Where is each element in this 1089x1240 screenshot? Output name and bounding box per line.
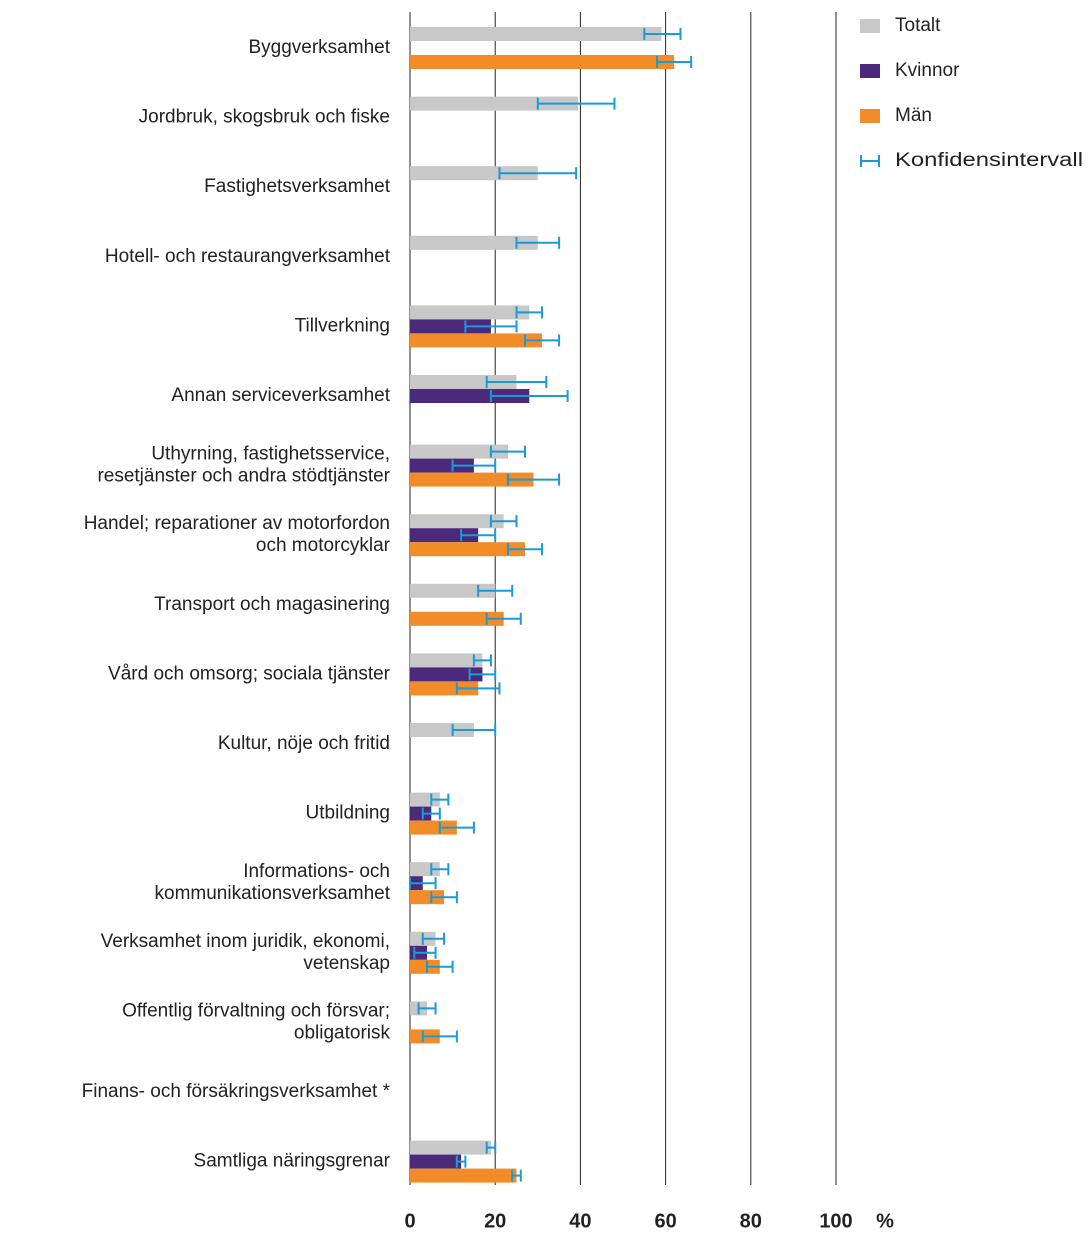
category-label: Handel; reparationer av motorfordon och m… <box>84 513 391 556</box>
error-bar <box>498 167 578 180</box>
error-bar <box>524 334 561 347</box>
bar <box>410 723 474 737</box>
legend-swatch <box>860 64 880 78</box>
error-bar <box>421 932 446 945</box>
bar <box>410 472 534 487</box>
error-bar <box>464 320 518 333</box>
bar <box>410 444 508 459</box>
legend-label: Män <box>895 105 932 126</box>
bar <box>410 611 504 626</box>
bar <box>410 959 440 974</box>
error-bar <box>515 306 544 319</box>
category-label: Utbildning <box>306 803 391 824</box>
x-tick-label: 20 <box>484 1210 506 1232</box>
error-bar <box>430 793 450 806</box>
error-bar <box>413 946 437 959</box>
bar <box>410 235 538 250</box>
bar <box>410 96 579 111</box>
error-bar <box>643 28 682 40</box>
error-bar <box>451 459 497 472</box>
x-tick-label: 40 <box>569 1210 591 1232</box>
bar <box>410 583 496 598</box>
category-label: Verksamhet inom juridik, ekonomi, vetensk… <box>101 931 390 974</box>
bar <box>410 27 662 41</box>
error-bar <box>460 529 497 542</box>
bar <box>410 681 479 696</box>
error-bar <box>430 863 450 876</box>
category-label: Vård och omsorg; sociala tjänster <box>108 663 391 684</box>
error-bar <box>506 473 561 486</box>
legend-label: Totalt <box>895 15 941 36</box>
error-bar <box>489 515 518 528</box>
bar <box>410 1140 491 1155</box>
bar <box>410 806 432 821</box>
error-bar <box>455 682 501 695</box>
bar <box>410 375 517 389</box>
error-bar <box>511 1169 522 1182</box>
bar <box>410 55 675 69</box>
bar <box>410 458 474 473</box>
category-label: Kultur, nöje och fritid <box>218 733 390 754</box>
legend-label: Kvinnor <box>895 60 960 81</box>
category-label: Offentlig förvaltning och försvar; obliga… <box>122 1000 390 1043</box>
bar <box>410 890 445 905</box>
category-label: Samtliga näringsgrenar <box>194 1151 391 1172</box>
error-bar <box>489 445 527 458</box>
error-bar <box>451 724 497 736</box>
category-label: Fastighetsverksamhet <box>204 176 391 197</box>
bar <box>410 305 530 320</box>
category-label: Hotell- och restaurangverksamhet <box>105 246 391 267</box>
error-bar <box>515 236 561 249</box>
legend-label: Konfidensintervall <box>895 150 1083 171</box>
category-label: Annan serviceverksamhet <box>171 385 390 406</box>
category-label: Transport och magasinering <box>154 594 390 615</box>
error-bar <box>485 612 522 625</box>
error-bar <box>455 1155 467 1168</box>
legend-swatch <box>860 109 880 123</box>
bar <box>410 166 538 181</box>
error-bar <box>485 376 548 388</box>
error-bar <box>421 1030 458 1043</box>
legend-swatch <box>860 19 880 33</box>
bar <box>410 792 440 807</box>
category-label: Informations- och kommunikationsverksamhe… <box>155 861 391 904</box>
error-bar <box>477 584 514 597</box>
bar <box>410 862 440 877</box>
error-bar <box>485 1141 497 1154</box>
bar <box>410 820 457 835</box>
error-bar <box>426 960 454 973</box>
error-bar <box>421 807 441 820</box>
bar <box>410 1154 462 1169</box>
error-bar <box>656 56 693 68</box>
error-bar <box>472 654 492 667</box>
category-label: Tillverkning <box>295 315 390 336</box>
error-bar <box>409 877 437 890</box>
x-tick-label: 80 <box>740 1210 762 1232</box>
bar <box>410 1168 517 1183</box>
x-tick-label: 0 <box>404 1210 415 1232</box>
error-bar <box>506 543 544 556</box>
bar <box>410 542 526 557</box>
bar <box>410 319 491 334</box>
bar <box>410 514 504 529</box>
bar <box>410 653 483 668</box>
error-bar <box>489 390 569 402</box>
category-label: Uthyrning, fastighetsservice, resetjänste… <box>97 444 390 487</box>
error-bar <box>468 668 497 681</box>
bar <box>410 667 483 682</box>
x-tick-label: 100 <box>819 1210 852 1232</box>
x-unit: % <box>876 1210 894 1232</box>
bar <box>410 333 543 348</box>
error-bar <box>430 891 458 904</box>
category-label: Finans- och försäkringsverksamhet * <box>82 1081 391 1102</box>
error-bar <box>536 97 616 110</box>
error-bar <box>417 1002 437 1015</box>
x-tick-label: 60 <box>654 1210 676 1232</box>
category-label: Byggverksamhet <box>248 37 390 58</box>
bar <box>410 389 530 403</box>
error-bar <box>438 821 475 834</box>
category-label: Jordbruk, skogsbruk och fiske <box>139 107 390 128</box>
